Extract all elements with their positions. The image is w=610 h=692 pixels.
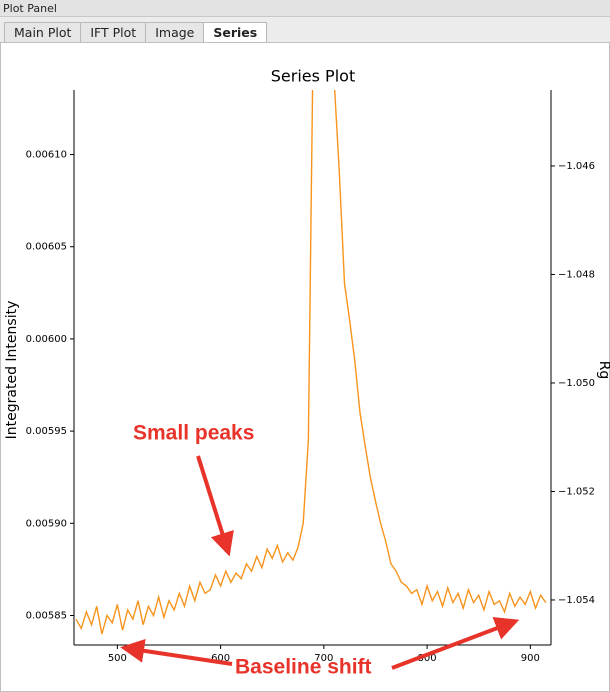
y-tick-label: 0.00610	[26, 150, 67, 161]
y-tick-label: 0.00585	[26, 610, 67, 621]
series-line	[75, 90, 547, 635]
x-tick-label: 500	[108, 653, 127, 664]
y-axis-label: Integrated Intensity	[4, 301, 20, 440]
x-tick-label: 600	[211, 653, 230, 664]
x-tick-label: 800	[418, 653, 437, 664]
tab[interactable]: Main Plot	[4, 22, 82, 43]
plot-area	[75, 90, 547, 635]
y-tick-label: 0.00590	[26, 518, 67, 529]
tab[interactable]: Image	[145, 22, 205, 43]
panel-title: Plot Panel	[0, 0, 610, 17]
tab[interactable]: Series	[203, 22, 268, 43]
annotation-arrow	[120, 638, 233, 666]
y2-tick-label: −1.048	[558, 269, 595, 280]
y2-axis-label: Rg	[596, 361, 610, 380]
chart-title: Series Plot	[271, 67, 355, 86]
x-tick-label: 900	[521, 653, 540, 664]
y-tick-label: 0.00605	[26, 242, 67, 253]
tab-bar: Main Plot IFT Plot Image Series	[4, 22, 268, 43]
annotation: Small peaks	[133, 422, 254, 445]
y2-tick-label: −1.050	[558, 378, 595, 389]
annotation-arrow	[391, 617, 520, 670]
annotation-arrow	[196, 455, 234, 557]
y2-tick-label: −1.046	[558, 161, 595, 172]
y-tick-label: 0.00600	[26, 334, 67, 345]
y2-tick-label: −1.054	[558, 595, 595, 606]
y2-tick-label: −1.052	[558, 486, 595, 497]
x-tick-label: 700	[314, 653, 333, 664]
y-tick-label: 0.00595	[26, 426, 67, 437]
annotation: Baseline shift	[235, 656, 372, 679]
